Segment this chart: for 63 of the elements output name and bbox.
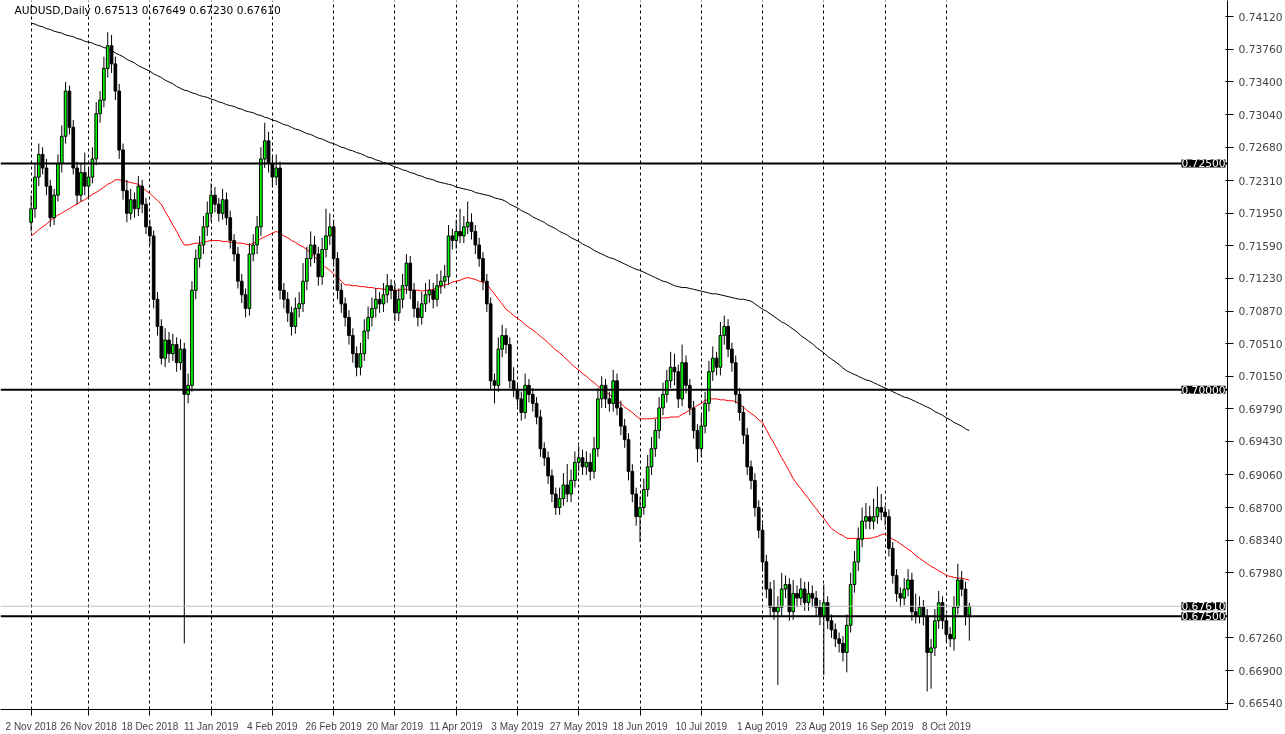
- candlestick: [584, 450, 589, 476]
- ref-line-label: 0.70000: [1181, 383, 1226, 397]
- y-tick-label: 0.73760: [1238, 43, 1283, 57]
- candlestick: [795, 584, 799, 608]
- chart-title: AUDUSD,Daily 0.67513 0.67649 0.67230 0.67610: [14, 3, 281, 17]
- x-tick-label: 18 Jun 2019: [612, 720, 668, 732]
- y-tick-label: 0.69790: [1238, 402, 1283, 416]
- candlestick: [458, 208, 462, 244]
- y-tick-label: 0.69430: [1238, 435, 1283, 449]
- y-tick-label: 0.71950: [1238, 207, 1283, 221]
- y-tick-label: 0.70870: [1238, 305, 1283, 319]
- y-tick-label: 0.67260: [1238, 631, 1283, 645]
- candlestick: [174, 336, 179, 373]
- candlestick: [393, 282, 397, 322]
- candlestick: [565, 463, 570, 503]
- candlestick: [293, 297, 298, 335]
- x-tick-label: 2 Nov 2018: [5, 720, 58, 732]
- ref-line-label: 0.67500: [1181, 610, 1226, 624]
- candlestick: [798, 577, 803, 606]
- candlestick: [810, 584, 815, 608]
- y-tick-label: 0.72680: [1238, 141, 1283, 155]
- y-tick-label: 0.67980: [1238, 566, 1283, 580]
- x-tick-label: 11 Jan 2019: [183, 720, 239, 732]
- y-tick-label: 0.68340: [1238, 534, 1283, 548]
- y-tick-label: 0.74120: [1238, 10, 1283, 24]
- x-tick-label: 18 Dec 2018: [121, 720, 179, 732]
- y-tick-label: 0.68700: [1238, 501, 1283, 515]
- candlestick: [128, 188, 133, 221]
- candlestick: [580, 449, 585, 476]
- candlestick: [163, 327, 167, 368]
- candlestick: [136, 175, 141, 217]
- y-tick-label: 0.73040: [1238, 108, 1283, 122]
- candlestick: [588, 452, 593, 481]
- x-tick-label: 16 Sep 2019: [856, 720, 914, 732]
- x-tick-label: 3 May 2019: [491, 720, 545, 732]
- candlestick: [875, 486, 880, 525]
- y-tick-label: 0.70510: [1238, 337, 1283, 351]
- y-tick-label: 0.71230: [1238, 272, 1283, 286]
- y-tick-label: 0.71590: [1238, 239, 1283, 253]
- x-tick-label: 1 Aug 2019: [736, 720, 789, 732]
- candlestick: [167, 331, 171, 364]
- x-tick-label: 4 Feb 2019: [247, 720, 299, 732]
- x-tick-label: 26 Feb 2019: [305, 720, 363, 732]
- x-tick-label: 11 Apr 2019: [429, 720, 483, 732]
- candlestick: [381, 282, 386, 313]
- candlestick: [170, 333, 175, 362]
- x-tick-label: 23 Aug 2019: [795, 720, 853, 732]
- candlestick: [802, 581, 807, 612]
- x-tick-label: 8 Oct 2019: [921, 720, 972, 732]
- candlestick: [867, 505, 872, 530]
- ref-line-label: 0.72500: [1181, 157, 1226, 171]
- x-tick-label: 27 May 2019: [549, 720, 609, 732]
- candlestick: [431, 282, 436, 309]
- candlestick: [435, 273, 439, 308]
- y-tick-label: 0.72310: [1238, 174, 1283, 188]
- y-tick-label: 0.73400: [1238, 75, 1283, 89]
- y-tick-label: 0.69060: [1238, 468, 1283, 482]
- y-tick-label: 0.66900: [1238, 664, 1283, 678]
- x-tick-label: 20 Mar 2019: [366, 720, 424, 732]
- x-tick-label: 10 Jul 2019: [675, 720, 728, 732]
- x-tick-label: 26 Nov 2018: [60, 720, 118, 732]
- y-tick-label: 0.66540: [1238, 697, 1283, 711]
- y-tick-label: 0.70150: [1238, 370, 1283, 384]
